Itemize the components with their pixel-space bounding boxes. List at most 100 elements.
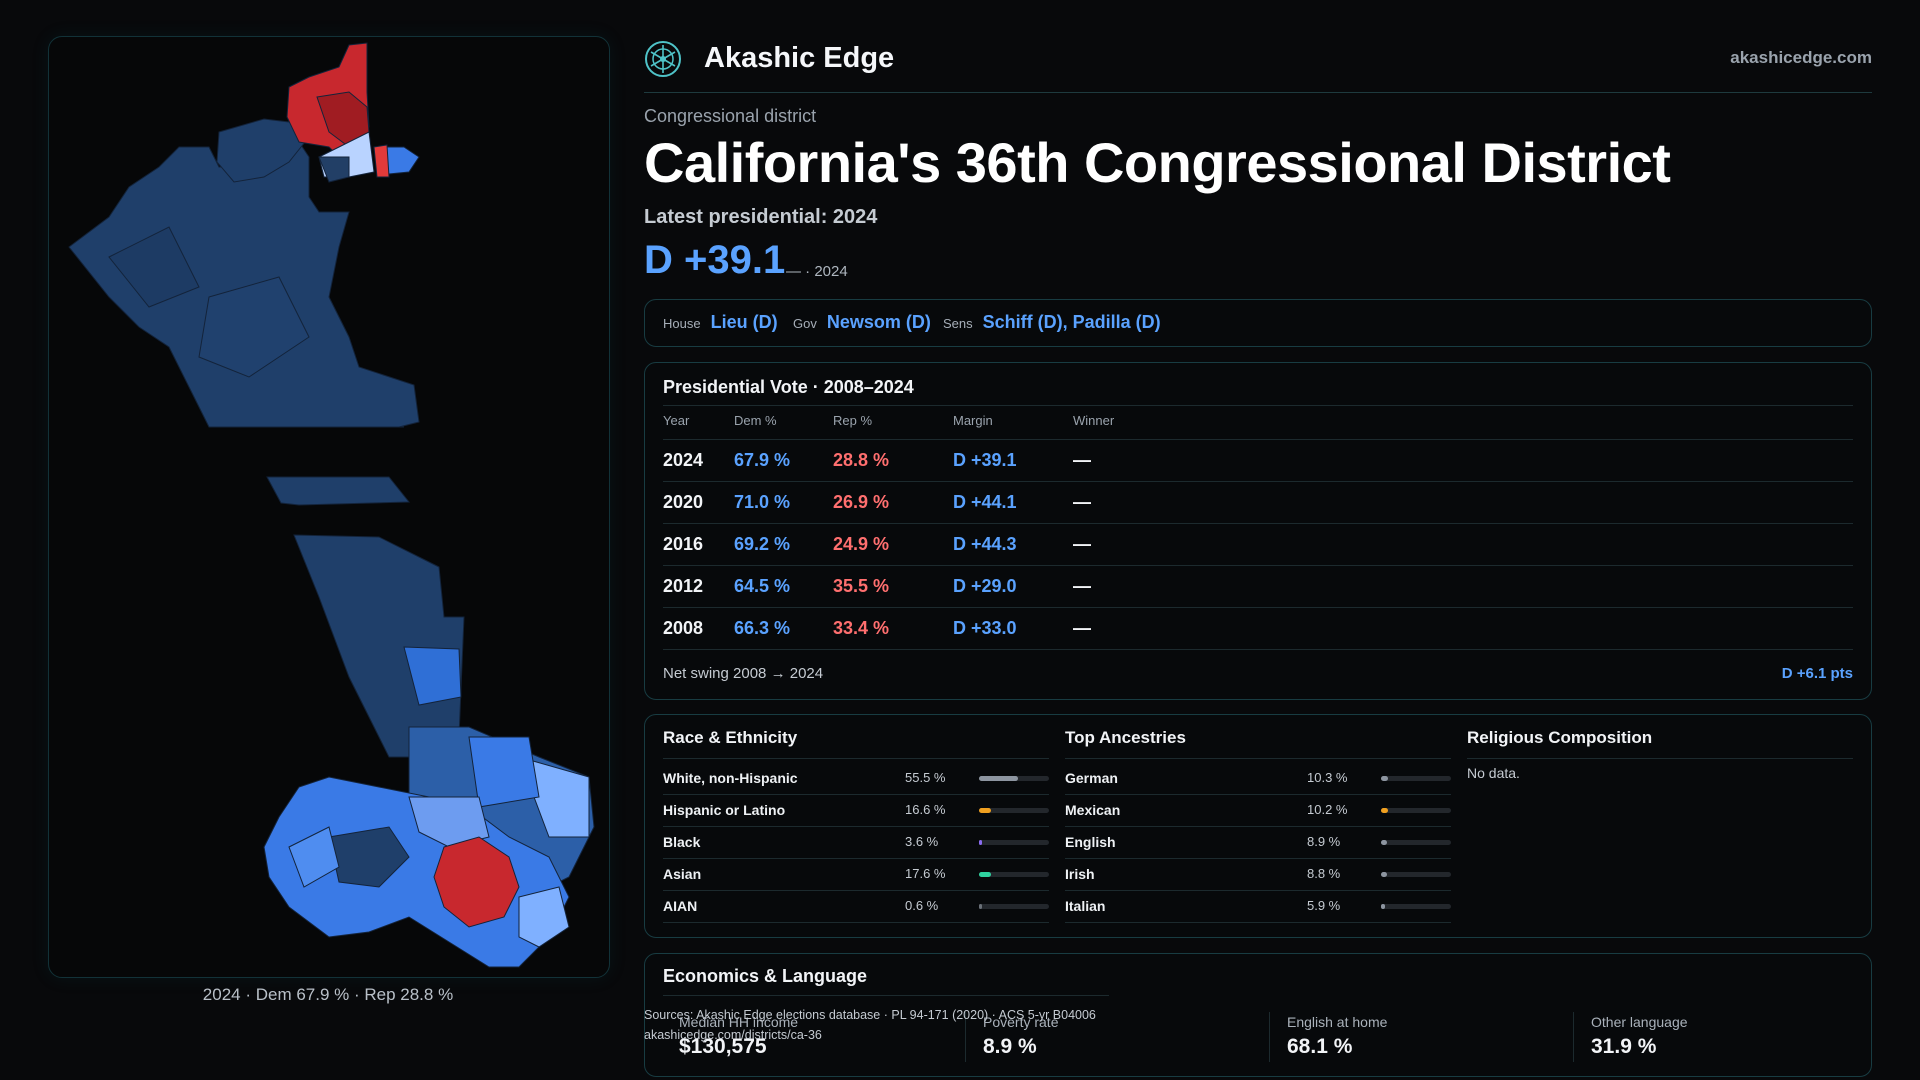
ancestry-bar-fill xyxy=(1381,904,1385,909)
race-name: Black xyxy=(663,834,701,850)
latest-presidential-label: Latest presidential: 2024 xyxy=(644,206,878,228)
presidential-margin: D +39.1 xyxy=(644,238,786,282)
net-swing-label: Net swing 2008 → 2024 xyxy=(663,665,824,682)
sources-url[interactable]: akashicedge.com/districts/ca-36 xyxy=(644,1028,822,1042)
ancestry-bar-fill xyxy=(1381,840,1387,845)
race-row: AIAN 0.6 % xyxy=(663,890,1049,923)
demographics-card: Race & Ethnicity Top Ancestries Religiou… xyxy=(644,714,1872,938)
district-map[interactable] xyxy=(48,36,610,978)
district-type-label: Congressional district xyxy=(644,106,817,126)
cell-year: 2024 xyxy=(663,450,704,470)
race-name: Asian xyxy=(663,866,702,882)
stat-label: Median HH income xyxy=(679,1014,799,1030)
map-precinct-rep-3 xyxy=(373,144,390,178)
column-header-year: Year xyxy=(663,413,690,428)
stat-median-income: Median HH income $130,575 xyxy=(679,1014,798,1059)
race-row: Black 3.6 % xyxy=(663,826,1049,859)
official-key: House xyxy=(663,316,701,331)
map-precinct-north-nw xyxy=(216,118,310,183)
stat-value: 68.1 % xyxy=(1287,1035,1353,1058)
ancestry-row: English 8.9 % xyxy=(1065,826,1451,859)
ancestry-name: Italian xyxy=(1065,898,1106,914)
race-bar-fill xyxy=(979,840,982,845)
ancestry-bar-track xyxy=(1381,840,1451,845)
race-bar-track xyxy=(979,872,1049,877)
cell-year: 2008 xyxy=(663,618,704,638)
race-bar-fill xyxy=(979,904,982,909)
header: Akashic Edge akashicedge.com xyxy=(644,36,1872,93)
race-bar-track xyxy=(979,808,1049,813)
map-precinct-south-north xyxy=(293,534,465,758)
cell-dem: 66.3 % xyxy=(734,618,791,638)
column-header-dem: Dem % xyxy=(734,413,777,428)
cell-dem: 64.5 % xyxy=(734,576,791,596)
ancestry-row: Irish 8.8 % xyxy=(1065,858,1451,891)
religion-no-data: No data. xyxy=(1467,765,1520,781)
map-precinct-north-c xyxy=(198,276,310,378)
race-bar-track xyxy=(979,840,1049,845)
ancestry-title: Top Ancestries xyxy=(1065,728,1186,747)
brand-name[interactable]: Akashic Edge xyxy=(704,42,895,74)
ancestry-pct: 8.8 % xyxy=(1307,866,1341,881)
stat-label: Other language xyxy=(1591,1014,1688,1030)
official-value[interactable]: Lieu (D) xyxy=(710,312,778,332)
cell-margin: D +44.3 xyxy=(953,534,1017,554)
ancestry-bar-fill xyxy=(1381,776,1388,781)
stat-other-language: Other language 31.9 % xyxy=(1591,1014,1688,1059)
map-precinct-north-w xyxy=(108,226,200,308)
column-header-winner: Winner xyxy=(1073,413,1115,428)
race-row: White, non-Hispanic 55.5 % xyxy=(663,762,1049,795)
page-title: California's 36th Congressional District xyxy=(644,131,1671,194)
divider xyxy=(663,405,1853,406)
race-name: Hispanic or Latino xyxy=(663,802,786,818)
race-name: AIAN xyxy=(663,898,698,914)
site-link[interactable]: akashicedge.com xyxy=(1730,48,1872,67)
map-precinct-s-light2 xyxy=(288,826,340,888)
race-row: Hispanic or Latino 16.6 % xyxy=(663,794,1049,827)
sources-line: Sources: Akashic Edge elections database… xyxy=(644,1008,1096,1022)
cell-winner: — xyxy=(1073,618,1091,638)
official-key: Gov xyxy=(793,316,817,331)
officials-bar: House Lieu (D) Gov Newsom (D) Sens Schiff (… xyxy=(644,299,1872,347)
map-precinct-se-mid xyxy=(468,736,540,808)
presidential-vote-card: Presidential Vote · 2008–2024 Year Dem %… xyxy=(644,362,1872,700)
divider xyxy=(663,758,1049,759)
map-precinct-mid-strip xyxy=(266,476,411,506)
cell-dem: 67.9 % xyxy=(734,450,791,470)
religion-title: Religious Composition xyxy=(1467,728,1653,747)
table-row: 2024 67.9 % 28.8 % D +39.1 — xyxy=(663,440,1853,482)
ancestry-pct: 8.9 % xyxy=(1307,834,1341,849)
ancestry-bar-fill xyxy=(1381,872,1387,877)
akashic-edge-logo-icon[interactable] xyxy=(644,40,682,78)
stat-value: $130,575 xyxy=(679,1035,767,1058)
ancestry-pct: 10.2 % xyxy=(1307,802,1348,817)
cell-rep: 35.5 % xyxy=(833,576,890,596)
official-sens: Sens Schiff (D), Padilla (D) xyxy=(943,312,1161,333)
presidential-title: Presidential Vote · 2008–2024 xyxy=(663,377,914,397)
sources-footer: Sources: Akashic Edge elections database… xyxy=(644,1005,1096,1045)
divider xyxy=(965,1012,966,1062)
official-key: Sens xyxy=(943,316,973,331)
presidential-margin-sub: — · 2024 xyxy=(786,263,848,280)
divider xyxy=(1065,758,1451,759)
ancestry-bar-track xyxy=(1381,904,1451,909)
stat-poverty-rate: Poverty rate 8.9 % xyxy=(983,1014,1058,1059)
stat-value: 8.9 % xyxy=(983,1035,1037,1058)
cell-dem: 69.2 % xyxy=(734,534,791,554)
ancestry-row: Italian 5.9 % xyxy=(1065,890,1451,923)
cell-margin: D +29.0 xyxy=(953,576,1017,596)
economics-title: Economics & Language xyxy=(663,966,868,986)
stat-label: Poverty rate xyxy=(983,1014,1059,1030)
map-precinct-sw-dark xyxy=(328,826,410,888)
official-value[interactable]: Newsom (D) xyxy=(826,312,931,332)
stat-value: 31.9 % xyxy=(1591,1035,1657,1058)
ancestry-pct: 5.9 % xyxy=(1307,898,1341,913)
ancestry-bar-track xyxy=(1381,872,1451,877)
official-value[interactable]: Schiff (D), Padilla (D) xyxy=(982,312,1161,332)
ancestry-name: Mexican xyxy=(1065,802,1121,818)
cell-rep: 28.8 % xyxy=(833,450,890,470)
divider xyxy=(1467,758,1853,759)
divider xyxy=(1573,1012,1574,1062)
stat-label: English at home xyxy=(1287,1014,1388,1030)
table-row: 2012 64.5 % 35.5 % D +29.0 — xyxy=(663,566,1853,608)
